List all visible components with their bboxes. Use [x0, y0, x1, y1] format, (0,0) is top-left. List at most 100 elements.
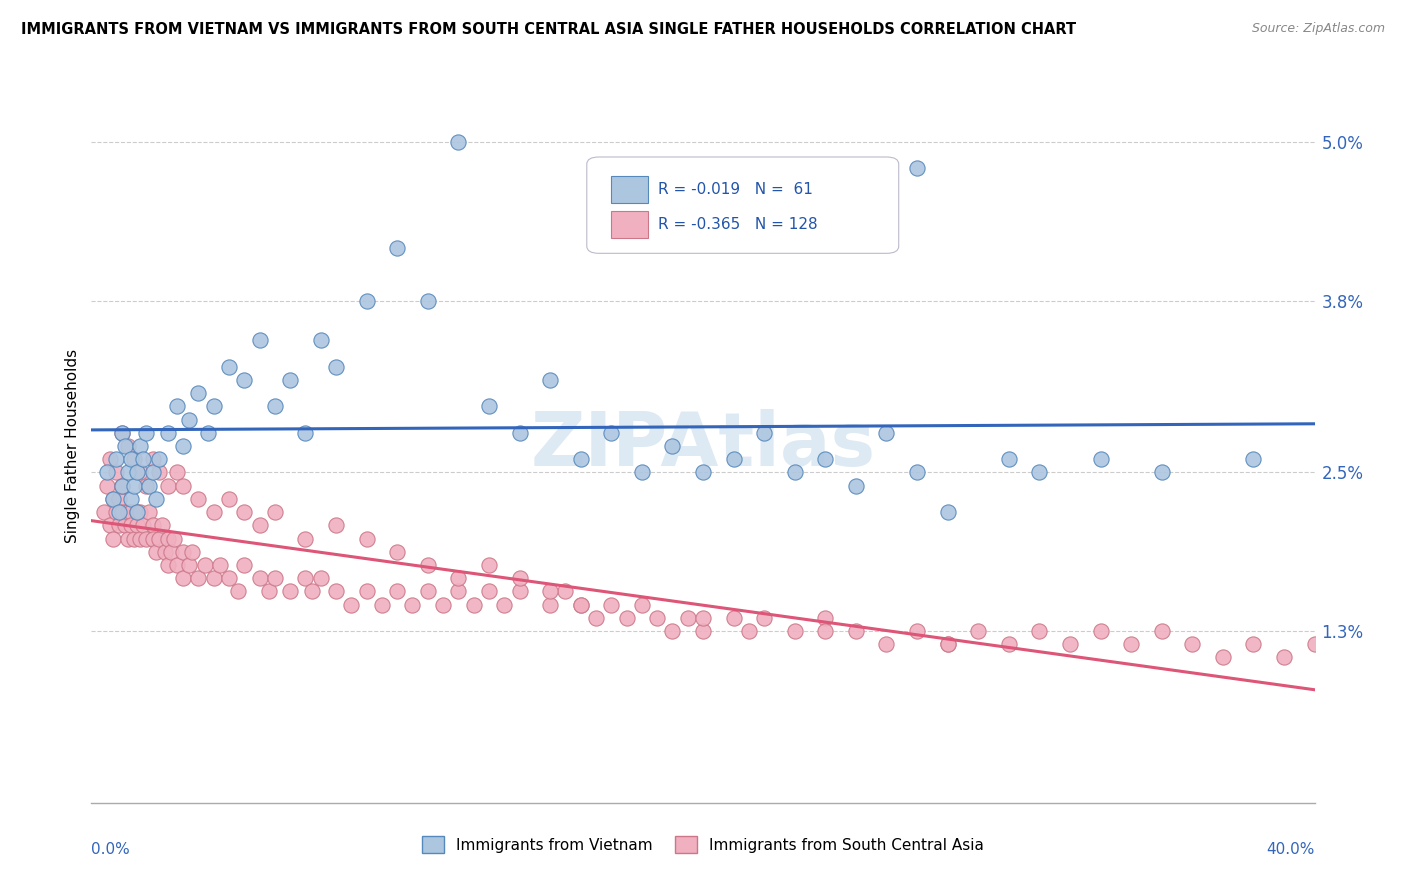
Point: [249, 518, 271, 533]
Point: [371, 598, 394, 612]
Point: [1059, 637, 1081, 651]
Point: [631, 466, 654, 480]
Point: [936, 637, 959, 651]
Point: [814, 624, 837, 638]
Point: [814, 611, 837, 625]
Point: [967, 624, 990, 638]
Point: [538, 373, 561, 387]
FancyBboxPatch shape: [586, 157, 898, 253]
Point: [1090, 452, 1112, 467]
Point: [122, 532, 145, 546]
Point: [129, 439, 152, 453]
Point: [676, 611, 699, 625]
Point: [723, 452, 745, 467]
Point: [447, 135, 470, 149]
Point: [264, 505, 287, 519]
FancyBboxPatch shape: [612, 177, 648, 203]
Point: [1243, 637, 1265, 651]
Y-axis label: Single Father Households: Single Father Households: [65, 349, 80, 543]
Point: [127, 505, 149, 519]
Point: [478, 558, 501, 572]
Point: [385, 241, 409, 255]
Point: [135, 478, 157, 492]
Point: [416, 293, 439, 308]
Point: [616, 611, 638, 625]
Point: [132, 518, 155, 533]
Point: [600, 598, 623, 612]
Point: [141, 532, 163, 546]
Point: [645, 611, 668, 625]
Point: [108, 505, 131, 519]
Point: [754, 425, 776, 440]
Point: [875, 637, 898, 651]
Point: [416, 584, 439, 599]
Point: [117, 532, 139, 546]
Point: [98, 518, 121, 533]
Point: [998, 452, 1021, 467]
Point: [96, 466, 118, 480]
Point: [135, 532, 157, 546]
Point: [1181, 637, 1204, 651]
Point: [1150, 466, 1173, 480]
Point: [108, 518, 131, 533]
Point: [1303, 637, 1326, 651]
Point: [98, 452, 121, 467]
Point: [463, 598, 485, 612]
Point: [132, 452, 155, 467]
Point: [187, 491, 209, 506]
Point: [692, 624, 714, 638]
Point: [120, 518, 142, 533]
Point: [120, 505, 142, 519]
Point: [294, 532, 316, 546]
Point: [96, 478, 118, 492]
Point: [233, 558, 256, 572]
Point: [998, 637, 1021, 651]
Point: [127, 505, 149, 519]
Point: [197, 425, 219, 440]
Point: [148, 532, 170, 546]
Point: [356, 293, 378, 308]
Point: [114, 439, 136, 453]
Point: [294, 571, 316, 585]
Point: [1028, 466, 1050, 480]
Point: [120, 491, 142, 506]
Point: [447, 584, 470, 599]
Point: [1243, 452, 1265, 467]
Point: [1121, 637, 1143, 651]
Text: ZIPAtlas: ZIPAtlas: [530, 409, 876, 483]
Point: [249, 333, 271, 347]
Point: [569, 452, 592, 467]
Point: [226, 584, 249, 599]
Text: R = -0.365   N = 128: R = -0.365 N = 128: [658, 217, 817, 232]
Point: [150, 518, 173, 533]
Point: [193, 558, 215, 572]
Point: [202, 505, 225, 519]
Point: [905, 466, 928, 480]
Point: [1028, 624, 1050, 638]
Point: [356, 584, 378, 599]
Point: [111, 425, 134, 440]
Point: [723, 611, 745, 625]
Point: [138, 505, 160, 519]
Point: [845, 624, 868, 638]
Point: [432, 598, 454, 612]
Point: [1150, 624, 1173, 638]
Point: [340, 598, 363, 612]
Point: [120, 452, 142, 467]
Point: [101, 491, 124, 506]
Point: [141, 466, 163, 480]
Point: [494, 598, 516, 612]
Point: [814, 452, 837, 467]
Point: [148, 452, 170, 467]
Point: [278, 584, 301, 599]
Point: [129, 466, 152, 480]
Point: [509, 571, 531, 585]
Point: [104, 452, 127, 467]
Point: [692, 466, 714, 480]
Point: [108, 491, 131, 506]
Point: [153, 545, 176, 559]
Point: [117, 505, 139, 519]
Point: [301, 584, 323, 599]
Point: [179, 558, 201, 572]
Point: [156, 532, 179, 546]
